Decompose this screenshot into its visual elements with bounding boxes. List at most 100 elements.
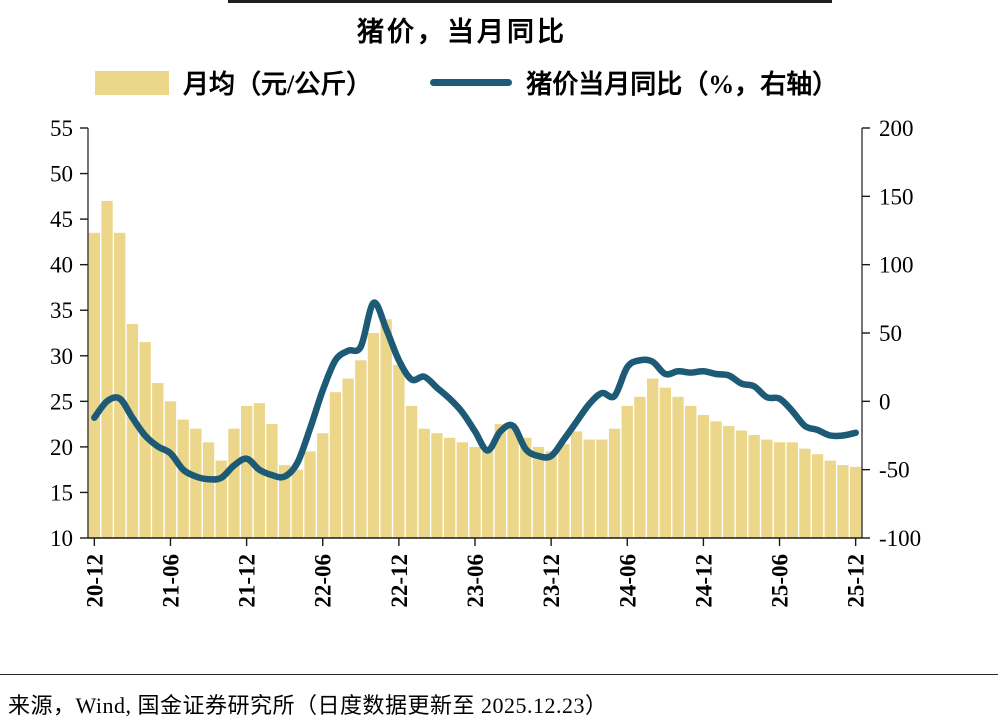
legend-item-bar: 月均（元/公斤） [95, 64, 372, 101]
left-axis-label: 45 [50, 207, 73, 232]
bar [634, 396, 646, 538]
bar [608, 428, 621, 538]
bar [329, 392, 342, 538]
left-axis-label: 50 [50, 162, 73, 187]
bar [799, 448, 811, 538]
bar [152, 383, 164, 538]
bar [469, 446, 481, 538]
legend: 月均（元/公斤） 猪价当月同比（%，右轴） [95, 64, 838, 101]
x-axis-label: 24-12 [691, 554, 716, 608]
bar [355, 360, 367, 538]
left-axis-label: 55 [50, 116, 73, 141]
x-axis-label: 25-12 [844, 554, 869, 608]
bar [596, 439, 608, 538]
right-axis-label: 50 [879, 321, 902, 346]
bar [241, 405, 253, 538]
bar [507, 425, 519, 538]
bar [621, 405, 633, 538]
bar [786, 442, 798, 538]
right-axis-label: 0 [879, 389, 891, 414]
bar [405, 405, 418, 538]
left-axis-label: 40 [50, 253, 73, 278]
left-axis-label: 15 [50, 480, 73, 505]
bar [773, 442, 786, 538]
x-axis-label: 25-06 [768, 554, 793, 608]
right-axis-label: 100 [879, 253, 914, 278]
bar [190, 428, 202, 538]
bar [570, 431, 583, 538]
bar [558, 444, 570, 538]
legend-label-bar: 月均（元/公斤） [183, 70, 373, 99]
bar [215, 460, 227, 538]
left-axis-label: 25 [50, 389, 73, 414]
bar [748, 435, 760, 538]
top-border [228, 0, 832, 3]
left-axis-label: 10 [50, 526, 73, 551]
x-axis-label: 23-12 [539, 554, 564, 608]
bar [824, 460, 836, 538]
bar [126, 323, 139, 538]
bar [114, 232, 126, 539]
x-axis-label: 21-06 [159, 554, 184, 608]
bar [279, 465, 291, 538]
bar [393, 364, 405, 538]
bar [735, 430, 748, 538]
bar [177, 419, 189, 538]
yoy-trend-line [91, 299, 859, 483]
line-series-swatch [430, 79, 513, 86]
bar [811, 454, 824, 538]
right-axis-label: 200 [879, 116, 914, 141]
left-axis-label: 30 [50, 344, 73, 369]
bar [520, 437, 532, 538]
left-axis-label: 35 [50, 298, 73, 323]
left-axis-label: 20 [50, 435, 73, 460]
bar [723, 425, 735, 538]
bar [494, 424, 506, 538]
x-axis-label: 20-12 [82, 554, 107, 608]
x-axis-label: 22-06 [311, 554, 336, 608]
right-axis-label: 150 [879, 184, 914, 209]
bar [532, 446, 545, 538]
bar [317, 433, 329, 538]
bar [672, 396, 684, 538]
bar [583, 439, 595, 538]
bar [202, 442, 215, 538]
footer-divider [0, 674, 998, 675]
bar [101, 200, 113, 538]
bar [647, 378, 659, 538]
legend-label-line: 猪价当月同比（%，右轴） [526, 70, 839, 99]
bar [659, 387, 671, 538]
bar [380, 319, 392, 538]
right-axis-label: -100 [879, 526, 921, 551]
bar [482, 451, 494, 538]
bar-series-swatch [95, 70, 169, 95]
bar [456, 442, 468, 538]
bar [431, 433, 443, 538]
bar [418, 428, 430, 538]
bar [291, 469, 303, 538]
bar [685, 405, 697, 538]
bar [837, 465, 849, 538]
chart-title: 猪价，当月同比 [357, 17, 567, 47]
bar [164, 401, 177, 538]
x-axis-label: 23-06 [463, 554, 488, 608]
bar [545, 451, 557, 538]
legend-item-line: 猪价当月同比（%，右轴） [430, 64, 838, 101]
bar [367, 333, 380, 538]
bar [850, 466, 862, 538]
x-axis-label: 21-12 [235, 554, 260, 608]
source-note: 来源，Wind, 国金证券研究所（日度数据更新至 2025.12.23） [8, 693, 608, 718]
bar [761, 439, 773, 538]
bar [444, 437, 456, 538]
right-axis-label: -50 [879, 458, 910, 483]
bar [342, 378, 354, 538]
bar [266, 424, 278, 538]
bar [228, 428, 240, 538]
bar [304, 451, 316, 538]
bar [697, 415, 709, 538]
x-axis-label: 22-12 [387, 554, 412, 608]
x-axis-label: 24-06 [615, 554, 640, 608]
bar [88, 232, 100, 539]
